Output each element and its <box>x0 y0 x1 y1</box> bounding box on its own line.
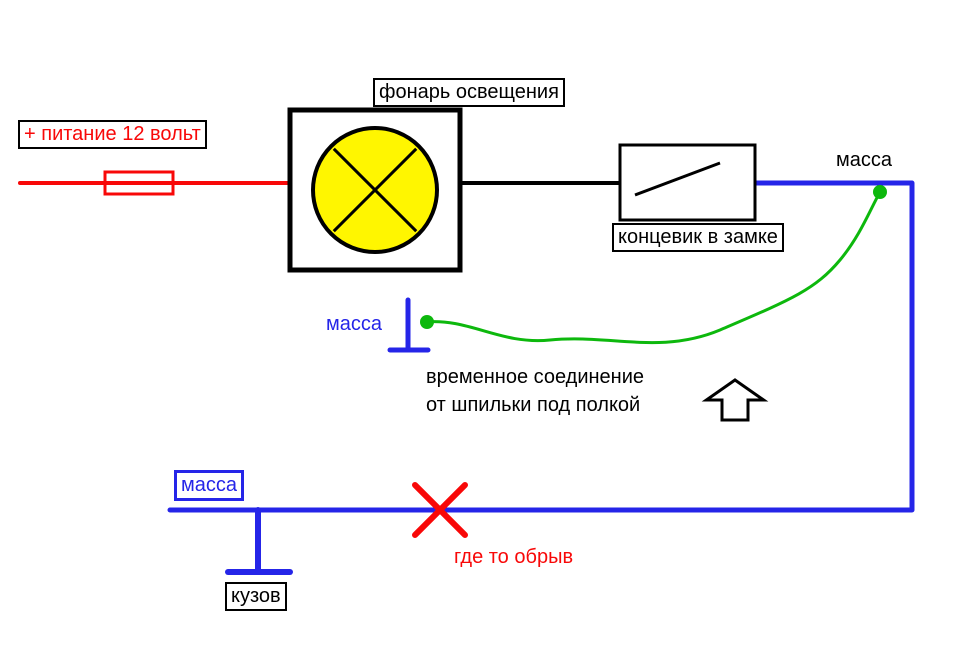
label-break: где то обрыв <box>450 545 577 570</box>
label-body: кузов <box>225 582 287 611</box>
label-mass-left: масса <box>174 470 244 501</box>
label-switch: концевик в замке <box>612 223 784 252</box>
label-lamp: фонарь освещения <box>373 78 565 107</box>
label-mass-mid: масса <box>322 312 386 337</box>
label-temp-1: временное соединение <box>422 365 648 390</box>
label-power: + питание 12 вольт <box>18 120 207 149</box>
label-temp-2: от шпильки под полкой <box>422 393 644 418</box>
diagram-canvas: + питание 12 вольт фонарь освещения конц… <box>0 0 960 659</box>
label-mass-right: масса <box>832 148 896 173</box>
